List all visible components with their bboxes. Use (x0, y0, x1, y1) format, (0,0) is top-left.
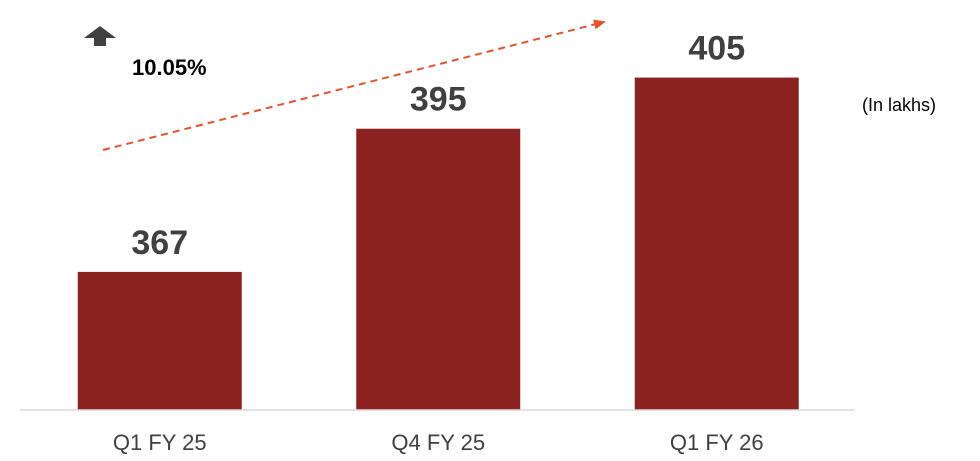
bars-layer (77, 77, 799, 411)
bar-value-label-1: 367 (131, 224, 188, 262)
x-tick-label-2: Q4 FY 25 (391, 430, 485, 455)
bar-value-label-3: 405 (688, 30, 745, 68)
up-arrow-icon (84, 26, 116, 46)
x-tick-label-3: Q1 FY 26 (670, 430, 764, 455)
unit-note: (In lakhs) (862, 95, 936, 115)
x-tick-label-1: Q1 FY 25 (113, 430, 207, 455)
bar-1 (77, 271, 242, 410)
trend-arrow (102, 19, 606, 151)
growth-percentage: 10.05% (132, 55, 207, 80)
bar-value-label-2: 395 (410, 81, 467, 119)
bar-2 (356, 128, 521, 410)
bar-3 (634, 77, 799, 411)
labels-layer: 367 Q1 FY 25 395 Q4 FY 25 405 Q1 FY 26 (113, 30, 764, 455)
